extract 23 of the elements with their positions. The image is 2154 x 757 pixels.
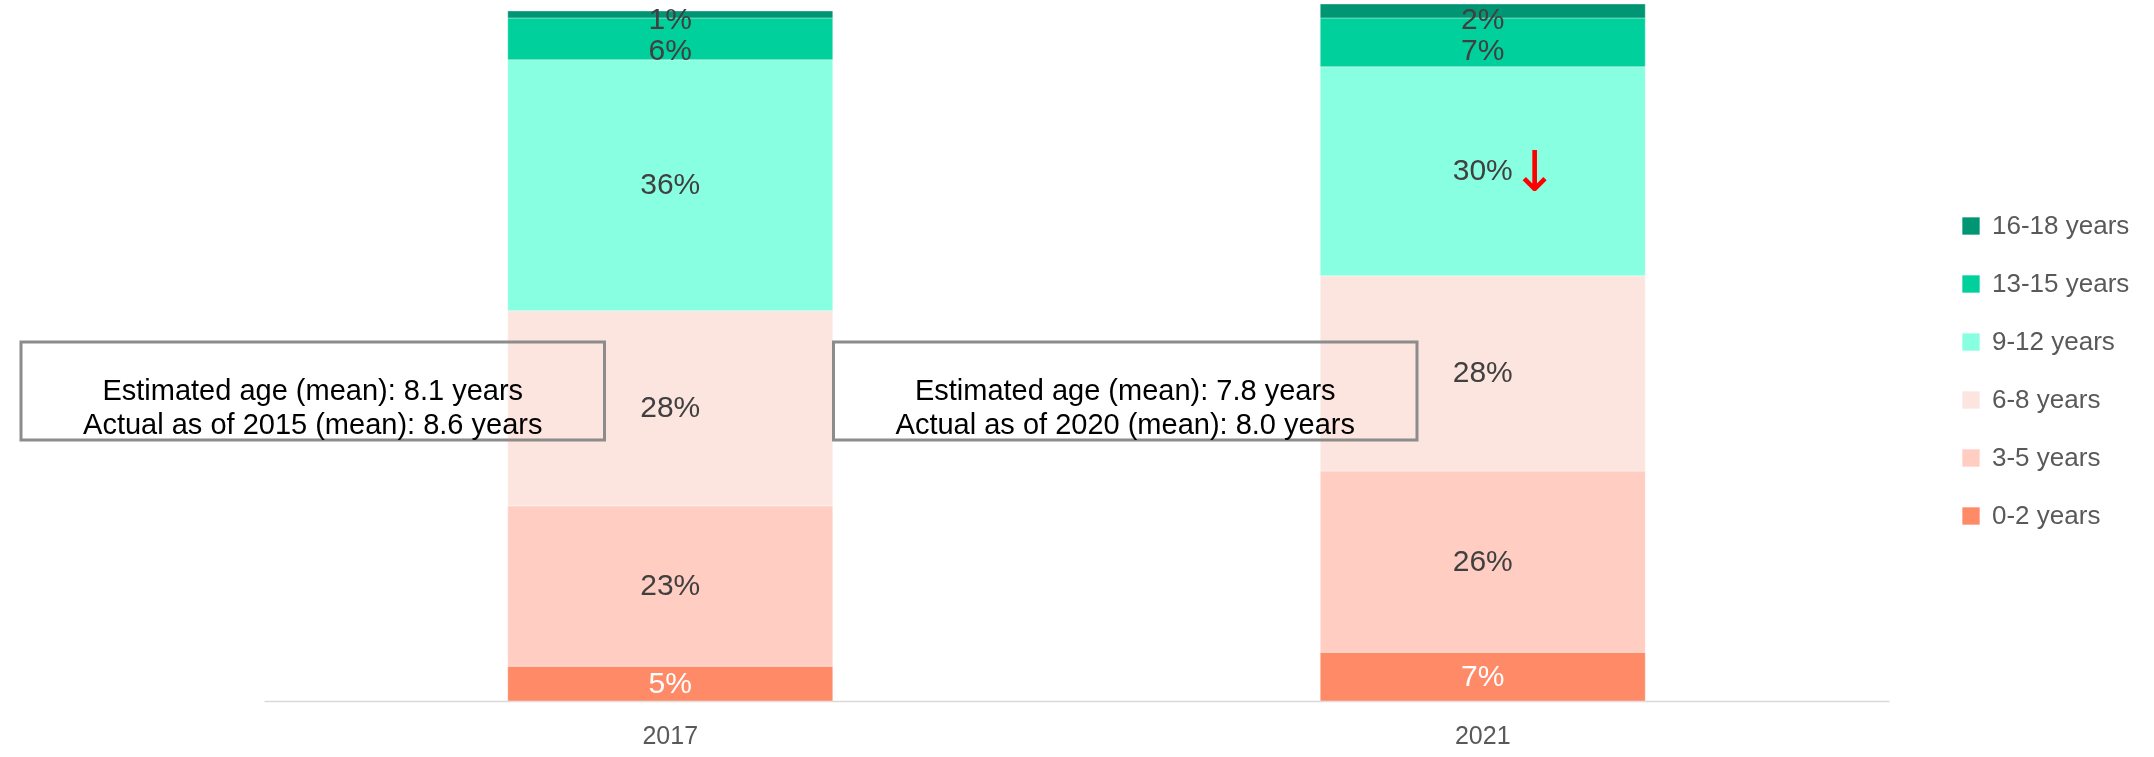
- data-label: 5%: [648, 665, 692, 699]
- data-label: 28%: [1452, 355, 1513, 389]
- legend-label: 0-2 years: [1992, 500, 2101, 530]
- data-label: 26%: [1452, 543, 1513, 577]
- legend-label: 13-15 years: [1992, 268, 2130, 298]
- data-label: 1%: [648, 1, 692, 35]
- legend-label: 16-18 years: [1992, 210, 2130, 240]
- data-label: 6%: [648, 33, 692, 67]
- data-label: 7%: [1461, 658, 1505, 692]
- data-label: 2%: [1461, 1, 1505, 35]
- annotation: ↓: [1511, 139, 1559, 204]
- data-label: 30%: [1452, 153, 1513, 187]
- data-label: 36%: [640, 167, 701, 201]
- annotation: Estimated age (mean): 8.1 years Actual as of 2015 (mean): 8.6 years: [83, 374, 543, 440]
- data-label: 28%: [640, 390, 701, 424]
- x-tick-label: 2017: [642, 720, 699, 749]
- data-label: 23%: [640, 567, 701, 601]
- data-label: 7%: [1461, 33, 1505, 67]
- legend-label: 3-5 years: [1992, 442, 2101, 472]
- legend-label: 6-8 years: [1992, 384, 2101, 414]
- legend-label: 9-12 years: [1992, 326, 2115, 356]
- x-tick-label: 2021: [1454, 720, 1511, 749]
- annotation: Estimated age (mean): 7.8 years Actual as of 2020 (mean): 8.0 years: [895, 374, 1355, 440]
